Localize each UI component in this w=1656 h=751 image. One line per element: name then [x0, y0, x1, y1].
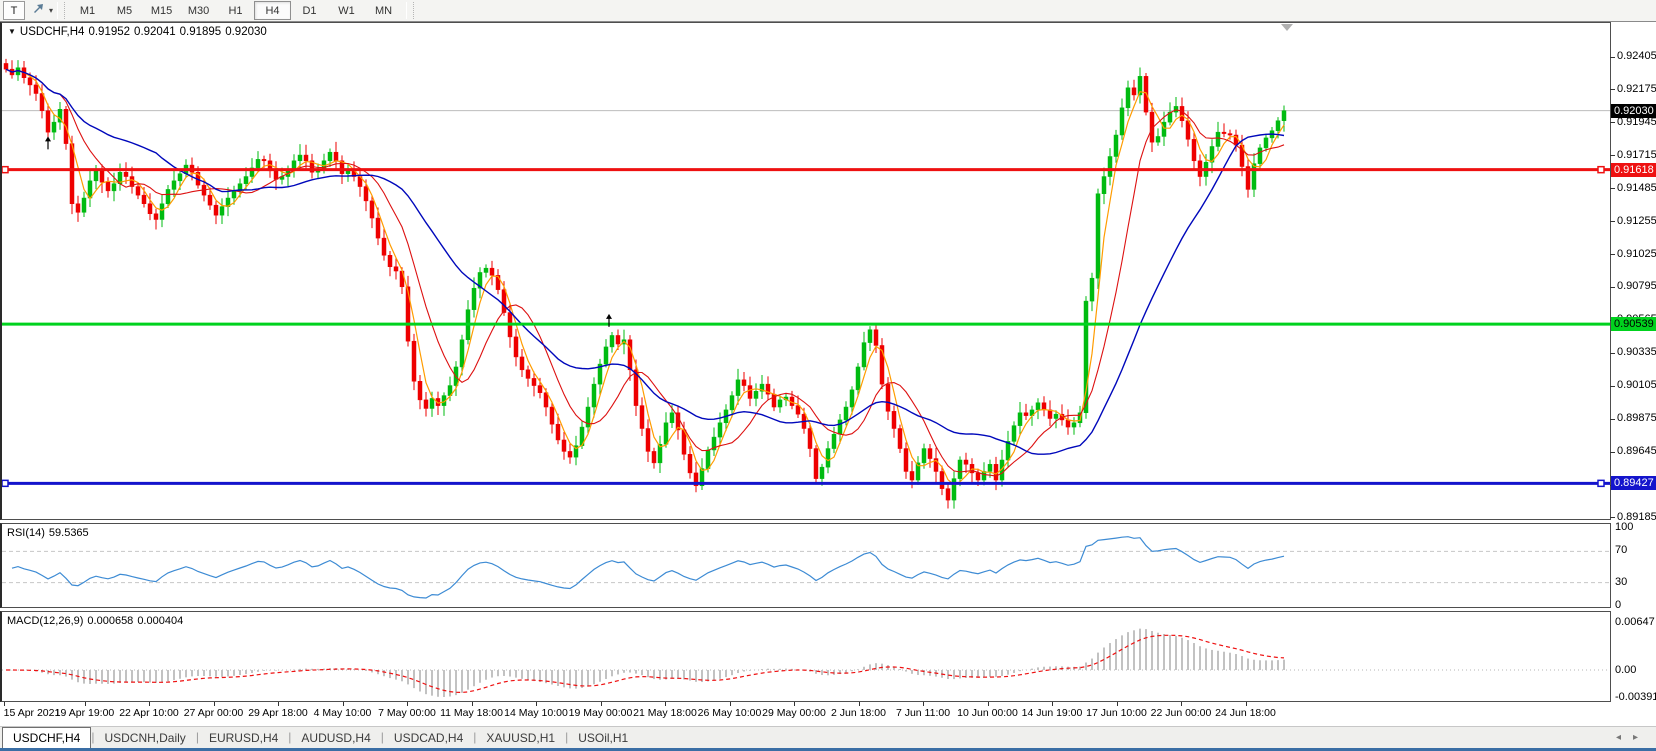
- price-tick-label: 0.91255: [1617, 214, 1656, 227]
- timeframe-button-m30[interactable]: M30: [187, 4, 210, 17]
- rsi-scale-label: 70: [1615, 544, 1628, 557]
- macd-label: MACD(12,26,9) 0.000658 0.000404: [7, 615, 187, 627]
- symbol-timeframe-label: USDCHF,H4: [19, 26, 85, 38]
- time-axis: [0, 702, 1656, 726]
- text-tool-button[interactable]: T: [3, 1, 25, 20]
- macd-scale-label: 0.00: [1615, 664, 1637, 676]
- price-tick-label: 0.91715: [1617, 148, 1656, 161]
- chart-shift-marker[interactable]: [1281, 24, 1293, 31]
- chart-tools-group[interactable]: ▾: [32, 2, 53, 20]
- tab-separator: |: [473, 730, 477, 744]
- chart-tab-xauusd-h1[interactable]: XAUUSD,H1: [486, 730, 556, 745]
- symbol-dropdown-icon[interactable]: ▼: [8, 27, 16, 36]
- timeframe-button-h1[interactable]: H1: [228, 4, 243, 17]
- price-tick-label: 0.91485: [1617, 181, 1656, 194]
- price-tick-label: 0.90335: [1617, 346, 1656, 359]
- level-price-label-1: 0.90539: [1611, 317, 1656, 332]
- chart-tab-eurusd-h4[interactable]: EURUSD,H4: [208, 730, 279, 745]
- tab-separator: |: [380, 730, 384, 744]
- timeframe-button-mn[interactable]: MN: [374, 4, 393, 17]
- chart-header: ▼ USDCHF,H4 0.91952 0.92041 0.91895 0.92030: [8, 26, 271, 38]
- macd-scale-label: 0.00647: [1615, 616, 1655, 628]
- chart-tab-audusd-h4[interactable]: AUDUSD,H4: [301, 730, 371, 745]
- tab-separator: |: [565, 730, 569, 744]
- rsi-chart-canvas[interactable]: [2, 524, 1610, 607]
- timeframe-button-h4[interactable]: H4: [254, 1, 292, 20]
- macd-chart-canvas[interactable]: [2, 612, 1610, 701]
- open-value: 0.91952: [88, 26, 131, 38]
- price-tick-label: 0.90795: [1617, 280, 1656, 293]
- rsi-indicator-panel[interactable]: RSI(14) 59.5365: [0, 523, 1611, 608]
- chart-tab-usdcad-h4[interactable]: USDCAD,H4: [393, 730, 464, 745]
- rsi-label: RSI(14) 59.5365: [7, 527, 93, 539]
- close-value: 0.92030: [225, 26, 267, 38]
- price-tick-label: 0.89645: [1617, 445, 1656, 458]
- low-value: 0.91895: [179, 26, 222, 38]
- tab-separator: |: [91, 730, 95, 744]
- toolbar-separator: [57, 2, 66, 19]
- chart-tab-usdcnh-daily[interactable]: USDCNH,Daily: [104, 730, 186, 745]
- price-tick-label: 0.91945: [1617, 115, 1656, 128]
- price-tick-label: 0.90105: [1617, 379, 1656, 392]
- rsi-current-value: 59.5365: [48, 527, 89, 539]
- tab-scroll-right-icon[interactable]: ▸: [1632, 732, 1650, 743]
- timeframe-button-m15[interactable]: M15: [150, 4, 173, 17]
- current-price-label: 0.92030: [1611, 103, 1656, 118]
- macd-name: MACD(12,26,9): [7, 615, 84, 627]
- rsi-scale-label: 0: [1615, 599, 1622, 611]
- toolbar-separator: [406, 2, 415, 19]
- macd-indicator-panel[interactable]: MACD(12,26,9) 0.000658 0.000404: [0, 611, 1611, 702]
- timeframe-button-d1[interactable]: D1: [302, 4, 317, 17]
- high-value: 0.92041: [134, 26, 176, 38]
- rsi-scale-label: 30: [1615, 575, 1628, 588]
- chart-tab-bar: USDCHF,H4 | USDCNH,Daily | EURUSD,H4 | AUDUSD,…: [0, 726, 1656, 749]
- price-tick-label: 0.91025: [1617, 247, 1656, 260]
- timeframe-button-m5[interactable]: M5: [116, 4, 133, 17]
- tab-separator: |: [195, 730, 199, 744]
- chart-tab-usdchf-h4[interactable]: USDCHF,H4: [2, 727, 92, 749]
- top-toolbar: T ▾ M1 M5 M15 M30 H1 H4 D1 W1 MN: [0, 0, 1656, 22]
- chevron-down-icon: ▾: [49, 6, 54, 15]
- level-price-label-0: 0.91618: [1611, 162, 1656, 177]
- candlestick-chart-canvas[interactable]: [2, 23, 1610, 518]
- tab-scroll-left-icon[interactable]: ◂: [1615, 732, 1633, 743]
- timeframe-buttons: M1 M5 M15 M30 H1 H4 D1 W1 MN: [69, 1, 402, 20]
- rsi-scale-label: 100: [1615, 521, 1634, 533]
- level-price-label-2: 0.89427: [1611, 476, 1656, 491]
- macd-signal-value: 0.000404: [137, 615, 184, 627]
- chart-tools-icon: [32, 2, 47, 20]
- price-tick-label: 0.89875: [1617, 412, 1656, 425]
- price-tick-label: 0.89185: [1617, 510, 1656, 523]
- price-tick-label: 0.92405: [1617, 50, 1656, 62]
- timeframe-button-w1[interactable]: W1: [338, 4, 355, 17]
- price-tick-label: 0.92175: [1617, 82, 1656, 95]
- main-chart-panel[interactable]: ▼ USDCHF,H4 0.91952 0.92041 0.91895 0.92030: [0, 22, 1611, 520]
- window-bottom-edge: [0, 748, 1656, 751]
- macd-main-value: 0.000658: [87, 615, 134, 627]
- tab-separator: |: [288, 730, 292, 744]
- price-tick-label: 0.89415: [1617, 478, 1656, 491]
- price-tick-label: 0.90565: [1617, 313, 1656, 326]
- chart-tab-usoil-h1[interactable]: USOil,H1: [578, 730, 629, 745]
- tab-scroll-arrows: ◂▸: [1616, 732, 1650, 743]
- timeframe-button-m1[interactable]: M1: [79, 4, 96, 17]
- rsi-name: RSI(14): [7, 527, 45, 539]
